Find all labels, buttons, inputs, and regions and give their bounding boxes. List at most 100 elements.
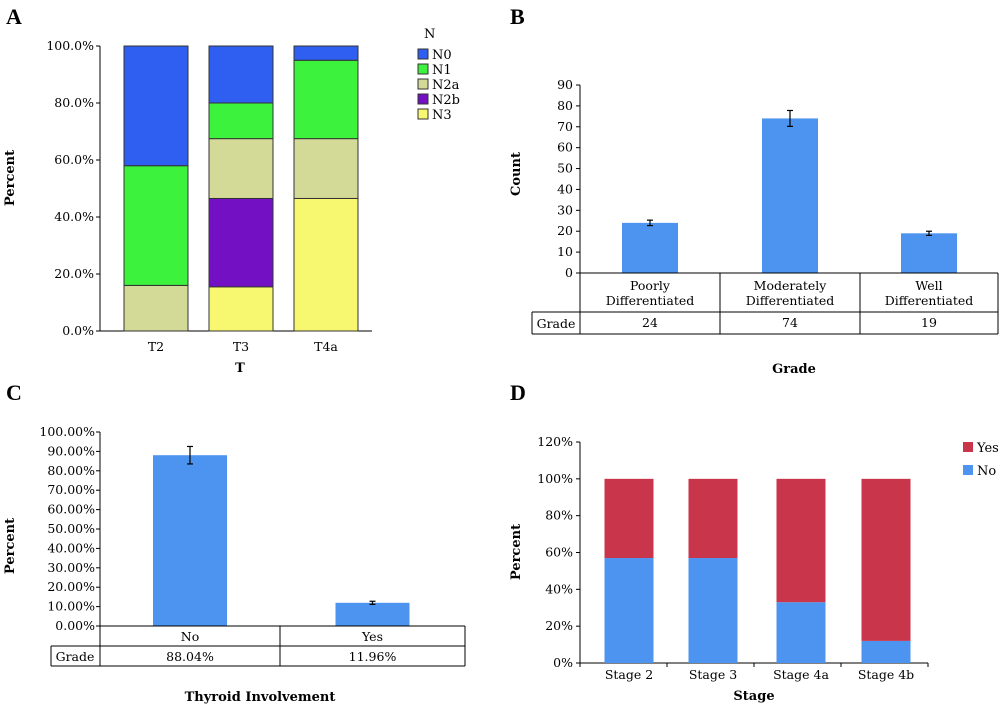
legend-label-n2b: N2b xyxy=(432,93,460,108)
y-tick-label: 60 xyxy=(557,140,573,155)
chart-d-stage: 0% 20% 40% 60% 80% 100% 120% Stage 2 Stage 3 Stag… xyxy=(509,434,999,704)
y-tick-label: 30.00% xyxy=(47,560,95,575)
bar-segment-t2-n0 xyxy=(123,45,189,167)
legend-swatch-n3 xyxy=(417,108,429,120)
x-tick-label: Stage 4a xyxy=(773,667,829,682)
bar-segment-stage-3-no xyxy=(688,558,738,663)
y-tick-label: 0.00% xyxy=(55,618,95,633)
x-category-label: Well Differentiated xyxy=(885,278,974,308)
y-tick-label: 90.00% xyxy=(47,443,95,458)
bar-no xyxy=(153,455,227,626)
table-cell-value: 24 xyxy=(642,315,658,330)
y-tick-label: 120% xyxy=(537,434,573,449)
legend-swatch-n1 xyxy=(417,63,429,75)
y-tick-label: 80% xyxy=(545,508,573,523)
legend-swatch-n2b xyxy=(417,93,429,105)
panel-label-d: D xyxy=(510,380,526,405)
legend-label-no: No xyxy=(977,464,996,479)
y-tick-label: 90 xyxy=(557,77,573,92)
y-tick-label: 20% xyxy=(545,618,573,633)
x-category-label: Moderately Differentiated xyxy=(746,278,835,308)
y-tick-label: 40.0% xyxy=(54,209,94,224)
x-tick-label: Stage 2 xyxy=(605,667,653,682)
y-tick-label: 0% xyxy=(553,655,573,670)
legend-swatch-no xyxy=(963,465,973,475)
bar-segment-stage-3-yes xyxy=(688,478,738,559)
y-tick-label: 80 xyxy=(557,98,573,113)
table-cell-value: 74 xyxy=(782,315,798,330)
x-category-label: No xyxy=(181,629,199,644)
bar-yes xyxy=(335,602,410,626)
y-axis-title: Percent xyxy=(3,518,18,574)
x-axis-title: Thyroid Involvement xyxy=(185,690,336,705)
bar-segment-t3-n2a xyxy=(208,138,274,199)
bar-segment-stage-2-yes xyxy=(604,478,654,559)
x-category-label: Yes xyxy=(361,629,383,644)
bar-well-differentiated xyxy=(901,233,957,273)
legend-label-n0: N0 xyxy=(432,48,452,63)
y-tick-label: 100.0% xyxy=(46,38,94,53)
y-tick-label: 60% xyxy=(545,545,573,560)
bar-segment-t4a-n3 xyxy=(293,197,359,332)
bar-segment-t2-n2a xyxy=(123,284,189,332)
bar-moderately-differentiated xyxy=(762,118,818,273)
x-tick-label: T3 xyxy=(233,339,249,354)
bar-segment-t2-n1 xyxy=(123,165,189,286)
y-tick-label: 70.00% xyxy=(47,482,95,497)
y-tick-label: 80.00% xyxy=(47,463,95,478)
y-tick-label: 70 xyxy=(557,119,573,134)
bar-segment-t3-n0 xyxy=(208,45,274,104)
chart-c-thyroid-involvement: 0.00% 10.00% 20.00% 30.00% 40.00% 50.00% 60.00… xyxy=(3,424,466,705)
x-category-label: Poorly Differentiated xyxy=(606,278,695,308)
table-row-label: Grade xyxy=(56,649,95,664)
y-tick-label: 50 xyxy=(557,161,573,176)
y-tick-label: 20.0% xyxy=(54,266,94,281)
bar-segment-stage-4a-yes xyxy=(776,478,826,603)
x-axis-title: Stage xyxy=(733,689,774,704)
y-tick-label: 40 xyxy=(557,181,573,196)
y-axis-title: Percent xyxy=(3,150,18,206)
y-tick-label: 100% xyxy=(537,471,573,486)
legend-label-n3: N3 xyxy=(432,108,452,123)
panel-label-c: C xyxy=(6,380,22,405)
x-axis-title: Grade xyxy=(772,362,816,377)
y-tick-label: 60.00% xyxy=(47,502,95,517)
x-tick-label: T4a xyxy=(314,339,338,354)
chart-a-n-stage-by-t: 0.0% 20.0% 40.0% 60.0% 80.0% 100.0% T2 T3 T4a T Pe… xyxy=(3,27,460,376)
chart-b-grade-count: 0 10 20 30 40 50 60 70 80 90 Poorly Differentiated 2… xyxy=(509,77,999,377)
bar-segment-t3-n3 xyxy=(208,286,274,332)
y-axis-title: Percent xyxy=(509,524,524,580)
y-tick-label: 20 xyxy=(557,223,573,238)
y-tick-label: 40% xyxy=(545,581,573,596)
x-tick-label: T2 xyxy=(148,339,164,354)
legend-label-n2a: N2a xyxy=(432,78,460,93)
y-tick-label: 60.0% xyxy=(54,152,94,167)
x-tick-label: Stage 4b xyxy=(858,667,914,682)
y-tick-label: 10.00% xyxy=(47,599,95,614)
bar-segment-stage-4b-no xyxy=(861,640,911,663)
legend-swatch-n0 xyxy=(417,48,429,60)
y-tick-label: 30 xyxy=(557,202,573,217)
y-tick-label: 50.00% xyxy=(47,521,95,536)
y-tick-label: 100.00% xyxy=(39,424,95,439)
bar-segment-t4a-n2a xyxy=(293,138,359,199)
bar-segment-t4a-n0 xyxy=(293,45,359,61)
legend-label-yes: Yes xyxy=(976,441,999,456)
bar-segment-stage-4a-no xyxy=(776,602,826,663)
y-tick-label: 80.0% xyxy=(54,95,94,110)
legend-swatch-n2a xyxy=(417,78,429,90)
panel-label-b: B xyxy=(510,4,525,29)
bar-segment-stage-2-no xyxy=(604,558,654,663)
bar-segment-t3-n1 xyxy=(208,102,274,140)
y-tick-label: 0.0% xyxy=(62,323,94,338)
y-tick-label: 0 xyxy=(565,265,573,280)
x-axis-title: T xyxy=(235,361,245,376)
y-tick-label: 10 xyxy=(557,244,573,259)
table-cell-value: 11.96% xyxy=(349,649,397,664)
y-tick-label: 40.00% xyxy=(47,540,95,555)
table-cell-value: 88.04% xyxy=(166,649,214,664)
bar-segment-stage-4b-yes xyxy=(861,478,911,641)
legend-swatch-yes xyxy=(963,442,973,452)
bar-segment-t3-n2b xyxy=(208,197,274,288)
